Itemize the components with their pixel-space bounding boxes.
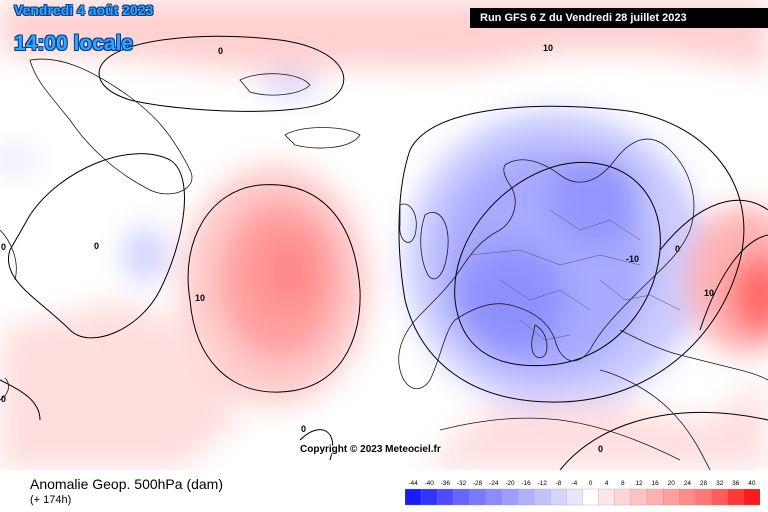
- run-banner: Run GFS 6 Z du Vendredi 28 juillet 2023: [470, 8, 768, 28]
- legend-swatch: [582, 488, 600, 506]
- legend-tick-label: 12: [635, 480, 643, 487]
- legend-swatches: [405, 488, 760, 506]
- geopotential-contours: [0, 35, 768, 470]
- legend-tick-label: 28: [700, 480, 708, 487]
- legend-swatch: [711, 488, 729, 506]
- legend-swatch: [743, 488, 760, 506]
- legend-tick-label: 24: [684, 480, 692, 487]
- lead-time: (+ 174h): [30, 494, 72, 506]
- coastlines: [0, 58, 768, 470]
- legend-swatch: [695, 488, 713, 506]
- legend-tick-label: -20: [505, 480, 515, 487]
- contour-label: 0: [301, 424, 306, 434]
- legend-tick-label: 20: [668, 480, 676, 487]
- legend-tick-label: 8: [621, 480, 625, 487]
- legend-tick-label: -32: [457, 480, 467, 487]
- legend-tick-label: -28: [473, 480, 483, 487]
- legend-swatch: [469, 488, 487, 506]
- legend-tick-label: 4: [605, 480, 609, 487]
- legend-swatch: [630, 488, 648, 506]
- contour-label: 10: [704, 288, 714, 298]
- legend-tick-label: -12: [537, 480, 547, 487]
- legend-tick-label: 16: [651, 480, 659, 487]
- legend-tick-label: 0: [589, 480, 593, 487]
- contour-label: 0: [218, 46, 223, 56]
- color-legend: -44 -40 -36 -32 -28 -24 -20 -16 -12 -8 -4 0 4 8 12 16 20…: [405, 480, 760, 506]
- contour-label: 0: [94, 241, 99, 251]
- field-label: Anomalie Geop. 500hPa (dam): [30, 476, 223, 492]
- legend-swatch: [598, 488, 616, 506]
- contour-labels: 0 0 10 10 -10 0 0 0 10 0 0: [1, 43, 714, 454]
- legend-swatch: [566, 488, 583, 506]
- legend-swatch: [727, 488, 745, 506]
- contour-label: 0: [675, 244, 680, 254]
- legend-tick-label: -40: [424, 480, 434, 487]
- contour-label: -10: [626, 254, 639, 264]
- legend-tick-label: -24: [489, 480, 499, 487]
- legend-tick-label: 40: [748, 480, 756, 487]
- contour-label: 0: [598, 444, 603, 454]
- legend-swatch: [614, 488, 632, 506]
- legend-swatch: [405, 488, 422, 506]
- borders: [469, 209, 681, 341]
- contour-label: 10: [195, 293, 205, 303]
- legend-tick-label: 32: [716, 480, 724, 487]
- contour-label: 10: [543, 43, 553, 53]
- legend-tick-label: 36: [732, 480, 740, 487]
- legend-swatch: [550, 488, 567, 506]
- legend-tick-label: -36: [441, 480, 451, 487]
- legend-swatch: [420, 488, 438, 506]
- legend-swatch: [437, 488, 454, 506]
- legend-swatch: [663, 488, 680, 506]
- contour-label: 0: [1, 242, 6, 252]
- legend-swatch: [517, 488, 535, 506]
- legend-tick-label: -44: [408, 480, 418, 487]
- legend-swatch: [485, 488, 503, 506]
- valid-date: Vendredi 4 août 2023: [14, 2, 154, 18]
- legend-tick-label: -8: [555, 480, 561, 487]
- geopotential-anomaly-map: 0 0 10 10 -10 0 0 0 10 0 0: [0, 0, 768, 470]
- valid-time: 14:00 locale: [14, 32, 134, 55]
- legend-swatch: [646, 488, 664, 506]
- legend-tick-label: -4: [572, 480, 578, 487]
- legend-swatch: [501, 488, 519, 506]
- legend-swatch: [679, 488, 696, 506]
- legend-swatch: [533, 488, 551, 506]
- copyright: Copyright © 2023 Meteociel.fr: [300, 444, 441, 455]
- legend-tick-label: -16: [521, 480, 531, 487]
- contour-label: 0: [1, 394, 6, 404]
- legend-swatch: [453, 488, 470, 506]
- legend-ticks: -44 -40 -36 -32 -28 -24 -20 -16 -12 -8 -4 0 4 8 12 16 20…: [408, 480, 756, 487]
